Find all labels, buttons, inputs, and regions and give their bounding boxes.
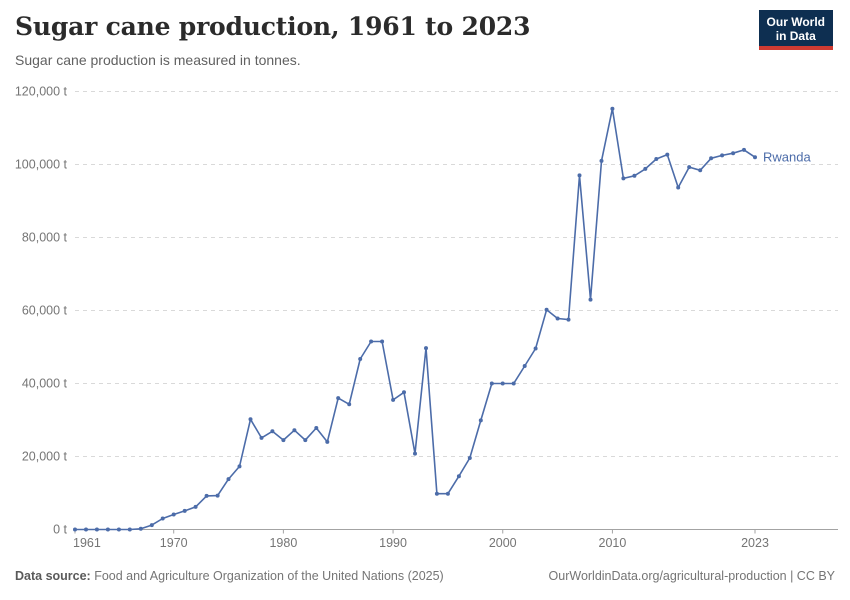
data-point-2020[interactable] — [720, 153, 725, 158]
data-source-note: Data source: Food and Agriculture Organi… — [15, 569, 444, 583]
data-point-1992[interactable] — [413, 451, 417, 456]
data-point-1989[interactable] — [380, 339, 385, 344]
x-tick-label-1990: 1990 — [379, 536, 407, 550]
data-point-2019[interactable] — [709, 156, 714, 161]
data-point-1977[interactable] — [248, 417, 253, 422]
x-tick-label-1970: 1970 — [160, 536, 188, 550]
data-point-1980[interactable] — [281, 438, 286, 443]
data-point-1967[interactable] — [138, 526, 143, 531]
data-point-2018[interactable] — [698, 168, 703, 173]
data-point-1982[interactable] — [303, 438, 308, 443]
owid-logo-line1: Our World — [766, 15, 825, 29]
data-point-1995[interactable] — [445, 491, 450, 496]
data-point-1976[interactable] — [237, 464, 242, 469]
y-tick-label-0: 0 t — [53, 523, 67, 537]
data-point-2005[interactable] — [555, 316, 560, 321]
data-point-1968[interactable] — [149, 523, 154, 528]
y-tick-label-60000: 60,000 t — [22, 304, 68, 318]
x-tick-label-1961: 1961 — [73, 536, 101, 550]
y-tick-label-100000: 100,000 t — [15, 158, 68, 172]
data-point-2009[interactable] — [599, 158, 604, 163]
license-note[interactable]: OurWorldinData.org/agricultural-producti… — [548, 569, 835, 583]
y-tick-label-20000: 20,000 t — [22, 450, 68, 464]
data-point-1971[interactable] — [182, 508, 187, 513]
data-source-text: Food and Agriculture Organization of the… — [90, 569, 444, 583]
owid-logo[interactable]: Our World in Data — [758, 10, 833, 50]
data-point-1999[interactable] — [489, 381, 494, 386]
data-point-1972[interactable] — [193, 504, 198, 509]
data-point-1985[interactable] — [336, 396, 341, 401]
data-point-1996[interactable] — [456, 474, 461, 479]
data-point-1978[interactable] — [259, 435, 264, 440]
data-point-1962[interactable] — [84, 527, 88, 532]
data-point-1994[interactable] — [434, 491, 439, 496]
data-point-1964[interactable] — [105, 527, 110, 532]
data-point-1970[interactable] — [171, 512, 176, 517]
series-label-rwanda[interactable]: Rwanda — [761, 148, 813, 167]
data-point-2021[interactable] — [731, 151, 736, 156]
x-tick-label-1980: 1980 — [269, 536, 297, 550]
data-point-2012[interactable] — [632, 173, 637, 178]
page-title: Sugar cane production, 1961 to 2023 — [15, 12, 531, 41]
data-point-1988[interactable] — [369, 339, 374, 344]
data-point-2014[interactable] — [654, 157, 659, 161]
data-point-2011[interactable] — [621, 176, 626, 181]
data-point-2022[interactable] — [742, 147, 746, 152]
y-tick-label-40000: 40,000 t — [22, 377, 68, 391]
page-subtitle: Sugar cane production is measured in ton… — [15, 52, 301, 68]
data-point-1969[interactable] — [160, 516, 165, 521]
data-point-2000[interactable] — [500, 381, 505, 386]
data-point-1981[interactable] — [292, 428, 297, 433]
data-point-2008[interactable] — [588, 297, 593, 302]
data-point-1979[interactable] — [270, 429, 275, 434]
data-point-1966[interactable] — [127, 527, 132, 532]
data-point-1991[interactable] — [402, 390, 406, 395]
data-point-1983[interactable] — [314, 426, 319, 430]
data-point-2001[interactable] — [511, 381, 516, 386]
data-point-2007[interactable] — [577, 173, 582, 178]
x-tick-label-2023: 2023 — [741, 536, 769, 550]
x-tick-label-2000: 2000 — [489, 536, 517, 550]
data-point-2023[interactable] — [753, 155, 757, 160]
data-point-1987[interactable] — [358, 357, 363, 361]
data-point-2002[interactable] — [522, 364, 527, 368]
data-point-2006[interactable] — [566, 317, 571, 322]
data-point-1974[interactable] — [215, 493, 220, 498]
data-point-2003[interactable] — [533, 346, 538, 351]
data-point-1998[interactable] — [478, 418, 483, 423]
data-point-2013[interactable] — [643, 166, 648, 171]
data-source-label: Data source: — [15, 569, 91, 583]
data-point-1961[interactable] — [73, 527, 77, 532]
x-tick-label-2010: 2010 — [599, 536, 627, 550]
data-point-2004[interactable] — [544, 307, 549, 312]
data-point-1993[interactable] — [424, 346, 428, 351]
chart-footer: Data source: Food and Agriculture Organi… — [15, 569, 835, 583]
data-point-1997[interactable] — [467, 456, 472, 460]
data-point-1973[interactable] — [204, 493, 209, 498]
data-point-2017[interactable] — [687, 165, 692, 170]
data-point-2015[interactable] — [665, 152, 670, 157]
data-point-1975[interactable] — [226, 477, 231, 482]
data-point-1986[interactable] — [347, 402, 352, 407]
data-point-1965[interactable] — [116, 527, 121, 532]
data-point-1990[interactable] — [391, 397, 396, 402]
y-tick-label-80000: 80,000 t — [22, 231, 68, 245]
data-point-1984[interactable] — [325, 439, 330, 444]
y-tick-label-120000: 120,000 t — [15, 85, 68, 99]
owid-logo-line2: in Data — [775, 29, 816, 43]
data-point-2010[interactable] — [610, 106, 615, 111]
trend-line-rwanda — [75, 107, 756, 531]
data-point-1963[interactable] — [94, 527, 99, 532]
data-point-2016[interactable] — [676, 185, 681, 190]
